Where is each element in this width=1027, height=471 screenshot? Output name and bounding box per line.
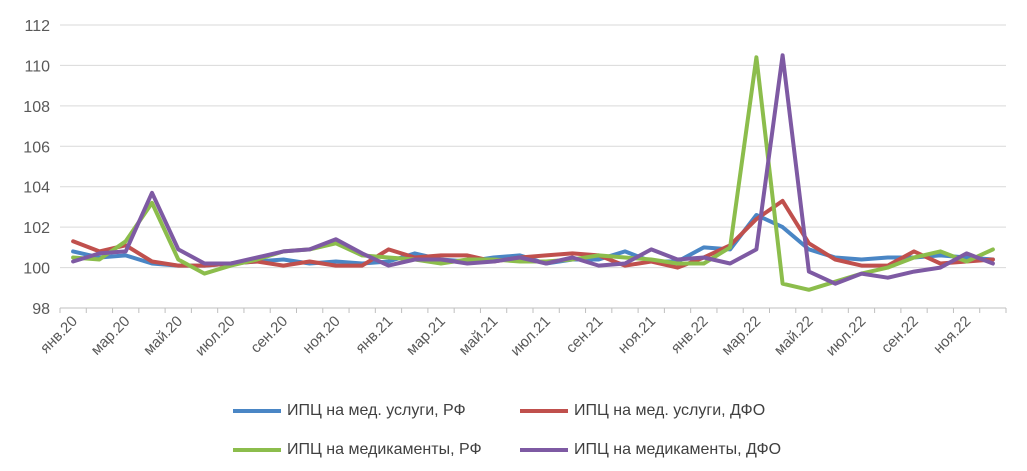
x-tick-label: мар.21 xyxy=(403,313,449,359)
x-tick-label: янв.22 xyxy=(668,313,712,357)
legend-item: ИПЦ на медикаменты, ДФО xyxy=(520,439,781,461)
y-tick-label: 108 xyxy=(23,99,50,116)
x-tick-label: май.22 xyxy=(771,313,817,359)
y-tick-label: 104 xyxy=(23,180,50,197)
y-tick-label: 100 xyxy=(23,261,50,278)
legend-label: ИПЦ на мед. услуги, ДФО xyxy=(574,402,766,419)
x-tick-label: май.20 xyxy=(140,313,186,359)
legend-label: ИПЦ на медикаменты, РФ xyxy=(287,441,482,458)
legend-item: ИПЦ на медикаменты, РФ xyxy=(233,439,482,461)
x-tick-label: июл.22 xyxy=(823,313,870,360)
x-tick-label: май.21 xyxy=(456,313,502,359)
legend-item: ИПЦ на мед. услуги, ДФО xyxy=(520,400,765,422)
x-tick-label: мар.20 xyxy=(88,313,134,359)
legend-swatch xyxy=(233,448,281,452)
y-tick-label: 110 xyxy=(24,58,50,75)
y-tick-label: 98 xyxy=(32,301,50,318)
series-line xyxy=(71,53,995,286)
x-tick-label: июл.20 xyxy=(192,313,239,360)
legend-swatch xyxy=(520,448,568,452)
x-tick-label: мар.22 xyxy=(718,313,764,359)
legend-swatch xyxy=(520,409,568,413)
x-tick-label: ноя.20 xyxy=(299,313,343,357)
y-tick-label: 112 xyxy=(24,18,50,35)
chart-legend: ИПЦ на мед. услуги, РФ ИПЦ на мед. услуг… xyxy=(0,395,1027,471)
x-tick-label: ноя.22 xyxy=(930,313,974,357)
x-tick-label: сен.21 xyxy=(563,313,607,357)
legend-swatch xyxy=(233,409,281,413)
x-tick-label: июл.21 xyxy=(507,313,554,360)
x-tick-label: сен.22 xyxy=(878,313,922,357)
y-tick-label: 106 xyxy=(23,139,50,156)
x-tick-label: сен.20 xyxy=(247,313,291,357)
x-tick-label: янв.20 xyxy=(37,313,81,357)
y-tick-label: 102 xyxy=(23,220,50,237)
legend-label: ИПЦ на медикаменты, ДФО xyxy=(574,441,782,458)
legend-label: ИПЦ на мед. услуги, РФ xyxy=(287,402,466,419)
x-tick-label: ноя.21 xyxy=(615,313,659,357)
x-tick-label: янв.21 xyxy=(352,313,396,357)
legend-item: ИПЦ на мед. услуги, РФ xyxy=(233,400,466,422)
